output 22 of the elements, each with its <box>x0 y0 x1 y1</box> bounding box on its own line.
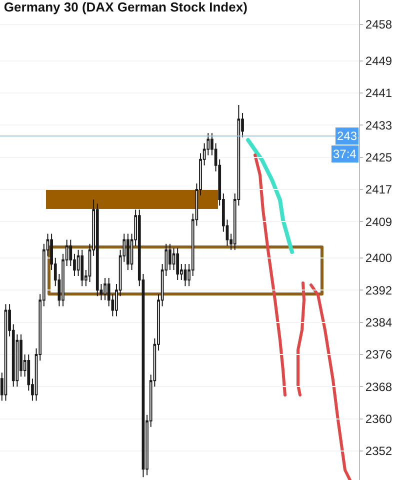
candlestick <box>176 247 180 281</box>
y-tick-label: 2409 <box>365 214 392 229</box>
y-tick-label: 2360 <box>365 412 392 426</box>
y-tick-label: 2417 <box>365 182 392 197</box>
y-tick-label: 2368 <box>365 380 392 394</box>
annotation: 243 <box>337 129 358 143</box>
y-tick-label: 2449 <box>365 54 392 68</box>
candlestick <box>80 249 84 287</box>
chart-title: Germany 30 (DAX German Stock Index) <box>4 0 248 14</box>
candlestick <box>184 263 187 287</box>
y-tick-label: 2458 <box>365 18 392 32</box>
annotation: 37:4 <box>333 147 357 161</box>
y-tick-label: 2392 <box>365 283 392 298</box>
candlestick <box>126 233 130 270</box>
y-tick-label: 2433 <box>365 118 392 132</box>
y-tick-label: 2425 <box>365 150 392 165</box>
y-tick-label: 2441 <box>365 86 392 100</box>
candlestick <box>96 203 99 297</box>
y-tick-label: 2384 <box>365 315 392 330</box>
y-tick-label: 2376 <box>365 348 392 362</box>
y-tick-label: 2352 <box>365 444 392 458</box>
y-tick-label: 2400 <box>365 251 392 266</box>
